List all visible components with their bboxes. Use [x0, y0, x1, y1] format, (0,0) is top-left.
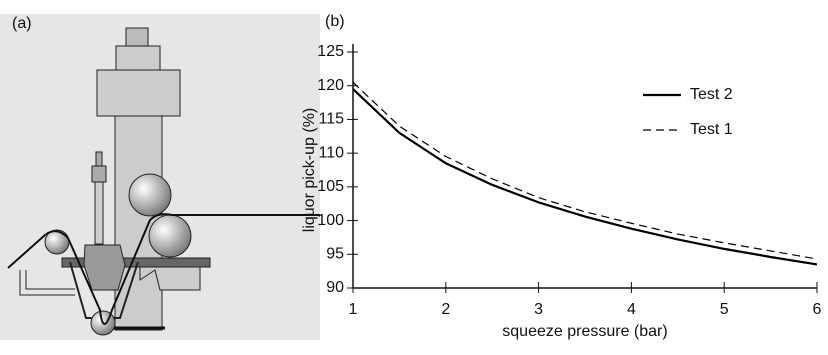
piston	[91, 165, 107, 183]
y-tick-label: 90	[326, 279, 344, 296]
x-tick-label: 2	[441, 301, 450, 318]
block	[115, 45, 161, 73]
roller	[128, 173, 172, 217]
x-tick-label: 3	[534, 301, 543, 318]
x-axis-label: squeeze pressure (bar)	[502, 323, 667, 340]
nip-block	[83, 244, 126, 291]
panel-label: (b)	[325, 13, 345, 30]
y-tick-label: 105	[317, 178, 344, 195]
y-tick-label: 95	[326, 246, 344, 263]
x-tick-label: 6	[813, 301, 822, 318]
head	[96, 69, 181, 117]
fabric-path	[7, 213, 320, 325]
rod	[94, 181, 104, 245]
legend-label: Test 1	[690, 121, 733, 138]
x-tick-label: 5	[720, 301, 729, 318]
x-tick-label: 4	[627, 301, 636, 318]
y-tick-label: 125	[317, 43, 344, 60]
y-axis-label: liquor pick-up (%)	[301, 108, 318, 232]
pipe	[19, 270, 75, 296]
piston-top	[95, 151, 103, 167]
y-tick-label: 110	[318, 144, 344, 161]
machine-diagram	[0, 14, 320, 340]
plot: 90 95 100 105 110 115 120 125 1 2 3 4 5 6 Test 2 Test 1	[317, 43, 821, 318]
roller	[148, 214, 192, 258]
y-tick-label: 100	[317, 212, 344, 229]
series-line	[352, 88, 818, 266]
x-tick-label: 1	[349, 301, 358, 318]
y-tick-label: 115	[318, 111, 344, 128]
cap	[125, 27, 149, 49]
panel-label: (a)	[12, 15, 32, 32]
legend-label: Test 2	[690, 86, 733, 103]
y-tick-label: 120	[317, 77, 344, 94]
series-line	[352, 81, 818, 260]
